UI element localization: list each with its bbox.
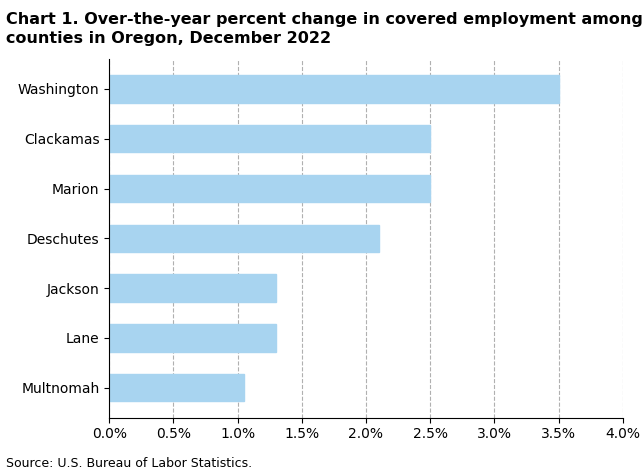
- Bar: [109, 125, 430, 152]
- Text: Chart 1. Over-the-year percent change in covered employment among the largest: Chart 1. Over-the-year percent change in…: [6, 12, 642, 27]
- Bar: [109, 324, 276, 352]
- Bar: [109, 225, 379, 252]
- Text: counties in Oregon, December 2022: counties in Oregon, December 2022: [6, 31, 331, 46]
- Bar: [109, 274, 276, 302]
- Bar: [109, 76, 559, 103]
- Text: Source: U.S. Bureau of Labor Statistics.: Source: U.S. Bureau of Labor Statistics.: [6, 456, 252, 470]
- Bar: [109, 175, 430, 202]
- Bar: [109, 374, 244, 401]
